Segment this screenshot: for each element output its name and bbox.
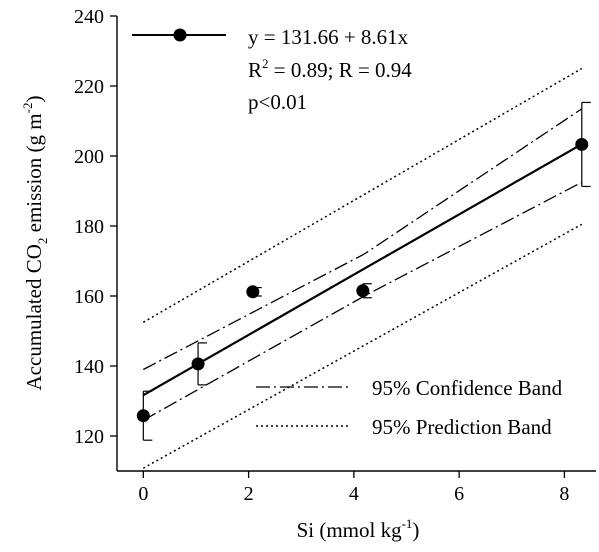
data-point — [191, 357, 205, 371]
y-tick-label: 200 — [74, 146, 104, 168]
ticks-layer: 0 2 4 6 8 120 140 160 180 200 220 240 — [74, 6, 569, 505]
y-tick-label: 120 — [74, 426, 104, 448]
legend-regression-marker — [173, 28, 187, 42]
band-legend: 95% Confidence Band 95% Prediction Band — [256, 376, 563, 439]
data-point — [575, 137, 589, 151]
x-tick-label: 6 — [454, 483, 464, 505]
data-point — [246, 285, 260, 299]
confidence-band-upper — [142, 108, 583, 371]
data-point — [356, 284, 370, 298]
legend-equation: y = 131.66 + 8.61x — [248, 25, 409, 49]
x-axis-title: Si (mmol kg-1) — [297, 516, 420, 542]
legend-r-squared: R2 = 0.89; R = 0.94 — [248, 56, 412, 82]
regression-line — [142, 143, 583, 397]
y-tick-label: 240 — [74, 6, 104, 28]
regression-legend: y = 131.66 + 8.61x R2 = 0.89; R = 0.94 p… — [132, 25, 412, 114]
x-tick-label: 0 — [138, 483, 148, 505]
y-tick-label: 140 — [74, 356, 104, 378]
points-layer — [136, 101, 591, 441]
legend-p-value: p<0.01 — [248, 90, 307, 114]
y-axis-title: Accumulated CO2 emission (g m-2) — [20, 96, 50, 391]
legend-confidence-label: 95% Confidence Band — [372, 376, 563, 400]
data-point — [136, 409, 150, 423]
y-tick-label: 220 — [74, 76, 104, 98]
x-tick-label: 8 — [559, 483, 569, 505]
prediction-band-lower — [142, 223, 583, 469]
y-tick-label: 180 — [74, 216, 104, 238]
y-tick-label: 160 — [74, 286, 104, 308]
x-tick-label: 2 — [244, 483, 254, 505]
legend-prediction-label: 95% Prediction Band — [372, 415, 552, 439]
x-tick-label: 4 — [349, 483, 359, 505]
bands-layer — [142, 67, 583, 469]
